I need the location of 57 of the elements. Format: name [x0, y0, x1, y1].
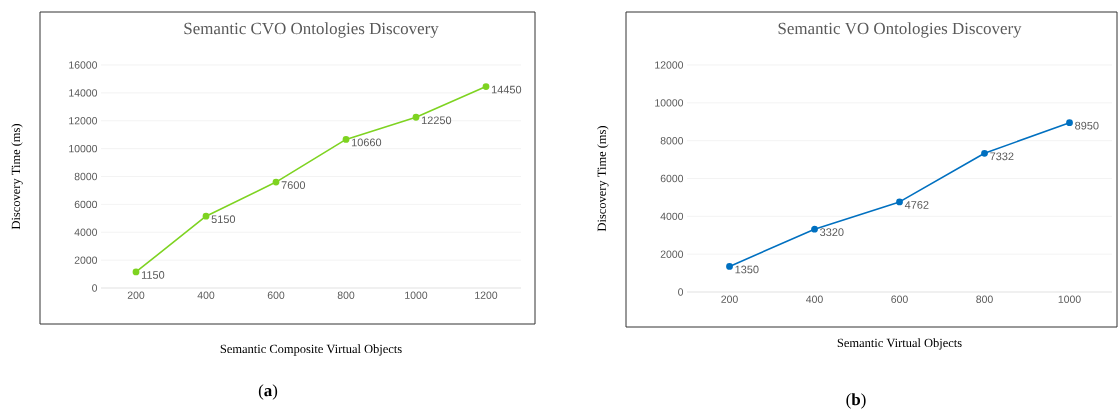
text: (b) [846, 393, 866, 409]
point [202, 212, 210, 220]
y-tick-label: 4000 [74, 228, 98, 236]
text: (a) [258, 384, 278, 400]
x-tick-label: 200 [721, 295, 738, 303]
point [132, 268, 140, 276]
y-tick-label: 12000 [69, 117, 98, 125]
x-tick-label: 200 [127, 291, 145, 299]
y-tick-label: 10000 [69, 144, 98, 153]
data-label: 4762 [904, 201, 929, 209]
point [811, 225, 818, 233]
y-tick-label: 4000 [660, 212, 684, 221]
y-axis-title: Discovery Time (ms) [597, 126, 609, 232]
x-tick-label: 800 [337, 291, 355, 299]
x-tick-label: 800 [976, 295, 993, 303]
y-tick-label: 6000 [660, 174, 684, 183]
point [412, 113, 420, 121]
data-label: 7332 [990, 152, 1014, 161]
data-label: 12250 [421, 116, 452, 125]
data-label: 8950 [1075, 121, 1099, 130]
x-tick-label: 400 [806, 295, 823, 303]
data-label: 14450 [491, 85, 522, 94]
y-tick-label: 10000 [655, 99, 684, 107]
x-tick-label: 600 [891, 295, 908, 303]
x-axis-title: Semantic Composite Virtual Objects [220, 344, 402, 356]
x-tick-label: 1200 [475, 291, 498, 299]
x-tick-label: 600 [267, 291, 285, 299]
y-tick-label: 12000 [655, 61, 684, 69]
point [896, 198, 903, 206]
data-label: 3320 [820, 228, 844, 237]
y-tick-label: 8000 [660, 136, 684, 145]
chart-title: Semantic CVO Ontologies Discovery [184, 22, 439, 38]
y-tick-label: 6000 [74, 200, 98, 209]
y-tick-label: 0 [678, 288, 684, 296]
data-label: 5150 [211, 215, 236, 224]
point [1066, 119, 1073, 127]
y-tick-label: 16000 [69, 61, 98, 69]
point [272, 178, 280, 186]
x-axis-title: Semantic Virtual Objects [837, 338, 962, 350]
y-axis-title: Discovery Time (ms) [11, 124, 23, 230]
y-tick-label: 2000 [74, 256, 98, 264]
chart-title: Semantic VO Ontologies Discovery [778, 22, 1022, 38]
point [981, 149, 988, 157]
point [482, 83, 490, 90]
point [342, 136, 350, 143]
y-tick-label: 8000 [74, 172, 98, 181]
point [726, 263, 733, 270]
x-tick-label: 400 [197, 291, 215, 299]
y-tick-label: 14000 [69, 89, 98, 97]
y-tick-label: 2000 [660, 250, 684, 258]
data-label: 1350 [735, 265, 759, 274]
data-label: 10660 [351, 138, 382, 147]
x-tick-label: 1000 [405, 291, 428, 299]
data-label: 7600 [281, 181, 306, 189]
data-label: 1150 [141, 271, 165, 279]
x-tick-label: 1000 [1058, 295, 1081, 303]
y-tick-label: 0 [92, 284, 98, 292]
